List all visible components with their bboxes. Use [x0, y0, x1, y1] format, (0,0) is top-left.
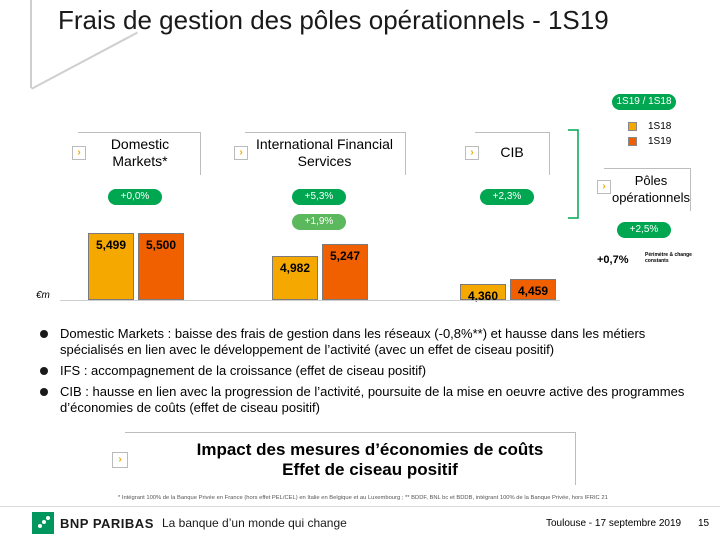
- ifs-growth-badge: +5,3%: [292, 189, 346, 205]
- dm-header-box: [78, 132, 201, 175]
- bar-value-label: 4,459: [517, 284, 549, 299]
- cib-growth-badge: +2,3%: [480, 189, 534, 205]
- brand-tagline: La banque d’un monde qui change: [162, 516, 347, 530]
- legend-swatch-1s19: [628, 137, 637, 146]
- ifs-growth-cst-badge: +1,9%: [292, 214, 346, 230]
- bar-value-label: 4,982: [279, 260, 311, 275]
- period-badge: 1S19 / 1S18: [612, 94, 676, 110]
- impact-line1: Impact des mesures d’économies de coûts: [196, 440, 544, 459]
- unit-label: €m: [36, 290, 50, 301]
- impact-box: [125, 432, 576, 485]
- cib-arrow-icon[interactable]: ›: [465, 146, 479, 160]
- poles-growth-cst-note: Périmètre & change constants: [645, 252, 692, 264]
- bullet-item: CIB : hausse en lien avec la progression…: [38, 384, 688, 416]
- cib-header-box: [475, 132, 550, 175]
- bar-1s18-2: 4,360: [460, 283, 506, 303]
- ifs-header-box: [245, 132, 406, 175]
- bar-1s18-0: 5,499: [88, 232, 134, 300]
- brand-name: BNP PARIBAS: [60, 516, 154, 531]
- bar-value-label: 5,499: [95, 237, 127, 252]
- bar-1s19-1: 5,247: [322, 243, 368, 300]
- legend-label-1s19: 1S19: [648, 136, 672, 147]
- poles-arrow-icon[interactable]: ›: [597, 180, 611, 194]
- poles-label: Pôles opérationnels: [611, 173, 691, 205]
- poles-header-box: [604, 168, 691, 211]
- bullet-dot-icon: [40, 330, 48, 338]
- bullet-item: Domestic Markets : baisse des frais de g…: [38, 326, 688, 358]
- bar-1s18-1: 4,982: [272, 255, 318, 300]
- bar-value-label: 4,360: [467, 288, 499, 303]
- bullet-dot-icon: [40, 388, 48, 396]
- page-number: 15: [698, 518, 710, 529]
- impact-arrow-icon[interactable]: ›: [112, 452, 128, 468]
- bullet-list: Domestic Markets : baisse des frais de g…: [38, 326, 688, 421]
- bar-1s19-0: 5,500: [138, 232, 184, 300]
- legend-swatch-1s18: [628, 122, 637, 131]
- bullet-dot-icon: [40, 367, 48, 375]
- bnp-logo-icon: [32, 512, 54, 534]
- poles-growth-cst: +0,7%: [597, 254, 629, 266]
- bracket-connector: [568, 129, 579, 219]
- dm-arrow-icon[interactable]: ›: [72, 146, 86, 160]
- title-decoration-diagonal: [31, 31, 138, 90]
- page-title: Frais de gestion des pôles opérationnels…: [58, 5, 609, 35]
- bar-value-label: 5,247: [329, 248, 361, 263]
- legend-label-1s18: 1S18: [648, 121, 672, 132]
- cib-label: CIB: [500, 144, 524, 160]
- dm-growth-badge: +0,0%: [108, 189, 162, 205]
- poles-growth-badge: +2,5%: [617, 222, 671, 238]
- dm-label: Domestic Markets*: [110, 136, 170, 169]
- chart-baseline: [60, 300, 560, 301]
- impact-line2: Effet de ciseau positif: [282, 460, 458, 479]
- impact-text: Impact des mesures d’économies de coûts …: [150, 440, 590, 480]
- footer-divider: [0, 506, 720, 507]
- bullet-item: IFS : accompagnement de la croissance (e…: [38, 363, 688, 379]
- footnote: * Intégrant 100% de la Banque Privée en …: [118, 495, 608, 501]
- event-label: Toulouse - 17 septembre 2019: [546, 518, 682, 529]
- title-decoration-line: [30, 0, 32, 88]
- ifs-arrow-icon[interactable]: ›: [234, 146, 248, 160]
- bar-1s19-2: 4,459: [510, 279, 556, 300]
- bar-value-label: 5,500: [145, 237, 177, 252]
- ifs-label: International Financial Services: [256, 136, 393, 169]
